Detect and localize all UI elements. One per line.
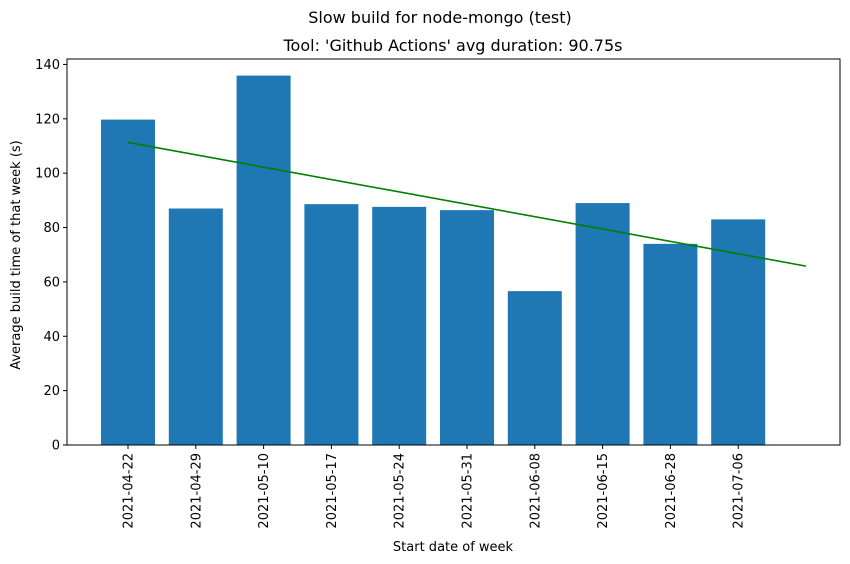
- bar-2021-06-28: [643, 244, 697, 445]
- bar-2021-05-24: [372, 207, 426, 445]
- x-tick-label-2021-06-15: 2021-06-15: [596, 453, 611, 529]
- bar-2021-05-10: [237, 76, 291, 445]
- bar-2021-04-29: [169, 209, 223, 445]
- chart-title: Tool: 'Github Actions' avg duration: 90.…: [283, 36, 623, 55]
- bar-2021-06-08: [508, 291, 562, 445]
- y-tick-label-60: 60: [43, 275, 60, 290]
- x-tick-label-2021-05-17: 2021-05-17: [325, 453, 340, 529]
- y-tick-label-100: 100: [35, 167, 60, 182]
- bar-2021-06-15: [576, 203, 630, 445]
- bar-2021-05-31: [440, 210, 494, 445]
- y-tick-label-0: 0: [52, 439, 60, 454]
- x-tick-label-2021-07-06: 2021-07-06: [732, 453, 747, 529]
- figure-suptitle: Slow build for node-mongo (test): [308, 8, 572, 27]
- x-tick-label-2021-04-29: 2021-04-29: [189, 453, 204, 529]
- y-tick-label-120: 120: [35, 112, 60, 127]
- plot-area: 0 20 40 60 80 100 120 140 2021-04-22 2021-04-29 20…: [35, 58, 806, 529]
- x-axis-label: Start date of week: [393, 540, 514, 555]
- y-tick-label-20: 20: [43, 384, 60, 399]
- x-tick-label-2021-05-10: 2021-05-10: [257, 453, 272, 529]
- y-axis-label: Average build time of that week (s): [9, 140, 24, 370]
- y-tick-label-140: 140: [35, 58, 60, 73]
- bar-2021-04-22: [101, 120, 155, 445]
- x-tick-label-2021-05-24: 2021-05-24: [393, 453, 408, 529]
- x-tick-label-2021-06-28: 2021-06-28: [664, 453, 679, 529]
- bar-2021-05-17: [304, 204, 358, 445]
- x-tick-label-2021-04-22: 2021-04-22: [122, 453, 137, 529]
- x-tick-label-2021-05-31: 2021-05-31: [461, 453, 476, 529]
- y-tick-label-40: 40: [43, 330, 60, 345]
- y-tick-label-80: 80: [43, 221, 60, 236]
- x-tick-label-2021-06-08: 2021-06-08: [528, 453, 543, 529]
